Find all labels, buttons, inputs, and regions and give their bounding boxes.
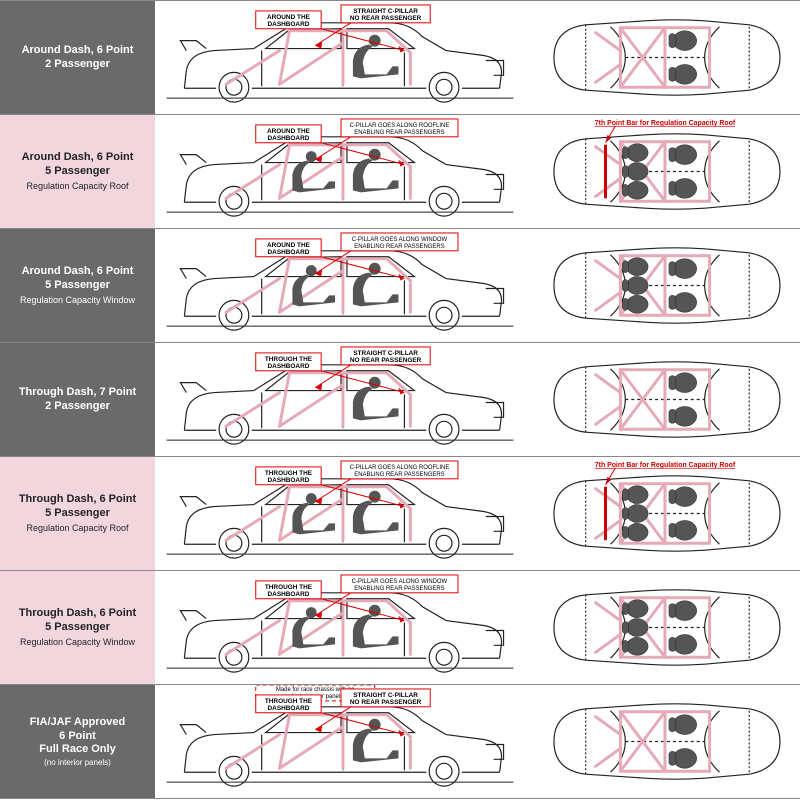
- option-label: Around Dash, 6 Point5 Passenger Regulatio…: [0, 115, 155, 228]
- option-subtitle: Regulation Capacity Window: [20, 295, 135, 306]
- svg-text:THROUGH THE: THROUGH THE: [265, 356, 313, 363]
- option-subtitle-paren: (no interior panels): [44, 758, 111, 767]
- option-diagram: THROUGH THE DASHBOARD C-PILLAR GOES ALON…: [155, 571, 800, 684]
- option-row: Through Dash, 7 Point2 Passenger: [0, 343, 800, 457]
- svg-text:7th Point Bar for Regulation C: 7th Point Bar for Regulation Capacity Ro…: [595, 462, 736, 469]
- side-view: AROUND THE DASHBOARD C-PILLAR GOES ALONG…: [155, 229, 525, 342]
- svg-text:NO REAR PASSENGER: NO REAR PASSENGER: [350, 699, 422, 706]
- top-view: [525, 343, 800, 456]
- side-view: THROUGH THE DASHBOARD STRAIGHT C-PILLAR …: [155, 343, 525, 456]
- side-view: AROUND THE DASHBOARD STRAIGHT C-PILLAR N…: [155, 1, 525, 114]
- svg-text:7th Point Bar for Regulation C: 7th Point Bar for Regulation Capacity Ro…: [595, 120, 736, 127]
- svg-text:ENABLING REAR PASSENGERS: ENABLING REAR PASSENGERS: [354, 130, 444, 136]
- option-row: Around Dash, 6 Point2 Passenger: [0, 1, 800, 115]
- svg-text:NO REAR PASSENGER: NO REAR PASSENGER: [350, 357, 422, 364]
- option-title: Around Dash, 6 Point2 Passenger: [22, 44, 134, 72]
- option-diagram: Made for race chassis with no vehicle in…: [155, 685, 800, 798]
- option-row: Through Dash, 6 Point5 Passenger Regulati…: [0, 571, 800, 685]
- top-view: [525, 685, 800, 798]
- svg-text:ENABLING REAR PASSENGERS: ENABLING REAR PASSENGERS: [354, 586, 444, 592]
- option-title: Through Dash, 6 Point5 Passenger: [19, 607, 136, 635]
- option-diagram: AROUND THE DASHBOARD STRAIGHT C-PILLAR N…: [155, 1, 800, 114]
- svg-text:STRAIGHT C-PILLAR: STRAIGHT C-PILLAR: [353, 692, 418, 699]
- svg-text:C-PILLAR GOES ALONG WINDOW: C-PILLAR GOES ALONG WINDOW: [352, 237, 448, 243]
- svg-text:THROUGH THE: THROUGH THE: [265, 698, 313, 705]
- svg-text:DASHBOARD: DASHBOARD: [268, 135, 310, 142]
- option-diagram: THROUGH THE DASHBOARD STRAIGHT C-PILLAR …: [155, 343, 800, 456]
- option-row: Around Dash, 6 Point5 Passenger Regulatio…: [0, 115, 800, 229]
- option-title: Around Dash, 6 Point5 Passenger: [22, 151, 134, 179]
- svg-text:DASHBOARD: DASHBOARD: [268, 21, 310, 28]
- svg-text:THROUGH THE: THROUGH THE: [265, 584, 313, 591]
- option-title: Through Dash, 7 Point2 Passenger: [19, 386, 136, 414]
- option-label: Around Dash, 6 Point2 Passenger: [0, 1, 155, 114]
- svg-text:STRAIGHT C-PILLAR: STRAIGHT C-PILLAR: [353, 8, 418, 15]
- svg-text:AROUND THE: AROUND THE: [267, 242, 311, 249]
- option-diagram: AROUND THE DASHBOARD C-PILLAR GOES ALONG…: [155, 115, 800, 228]
- svg-text:ENABLING REAR PASSENGERS: ENABLING REAR PASSENGERS: [354, 244, 444, 250]
- option-subtitle: Regulation Capacity Window: [20, 637, 135, 648]
- option-diagram: AROUND THE DASHBOARD C-PILLAR GOES ALONG…: [155, 229, 800, 342]
- option-row: FIA/JAF Approved6 PointFull Race Only(no…: [0, 685, 800, 799]
- rollcage-options-table: Around Dash, 6 Point2 Passenger: [0, 0, 800, 799]
- option-label: Around Dash, 6 Point5 Passenger Regulatio…: [0, 229, 155, 342]
- option-label: Through Dash, 7 Point2 Passenger: [0, 343, 155, 456]
- top-view: 7th Point Bar for Regulation Capacity Ro…: [525, 115, 800, 228]
- svg-text:DASHBOARD: DASHBOARD: [268, 363, 310, 370]
- svg-text:DASHBOARD: DASHBOARD: [268, 705, 310, 712]
- option-row: Through Dash, 6 Point5 Passenger Regulati…: [0, 457, 800, 571]
- svg-text:DASHBOARD: DASHBOARD: [268, 249, 310, 256]
- option-label: Through Dash, 6 Point5 Passenger Regulati…: [0, 571, 155, 684]
- top-view: 7th Point Bar for Regulation Capacity Ro…: [525, 457, 800, 570]
- option-subtitle: Regulation Capacity Roof: [26, 181, 128, 192]
- option-subtitle: Regulation Capacity Roof: [26, 523, 128, 534]
- top-view: [525, 229, 800, 342]
- option-title: Through Dash, 6 Point5 Passenger: [19, 493, 136, 521]
- svg-text:C-PILLAR GOES ALONG ROOFLINE: C-PILLAR GOES ALONG ROOFLINE: [350, 465, 450, 471]
- option-label: FIA/JAF Approved6 PointFull Race Only(no…: [0, 685, 155, 798]
- svg-text:THROUGH THE: THROUGH THE: [265, 470, 313, 477]
- side-view: Made for race chassis with no vehicle in…: [155, 685, 525, 798]
- option-title: Around Dash, 6 Point5 Passenger: [22, 265, 134, 293]
- side-view: THROUGH THE DASHBOARD C-PILLAR GOES ALON…: [155, 571, 525, 684]
- svg-text:C-PILLAR GOES ALONG ROOFLINE: C-PILLAR GOES ALONG ROOFLINE: [350, 123, 450, 129]
- svg-text:NO REAR PASSENGER: NO REAR PASSENGER: [350, 15, 422, 22]
- svg-text:C-PILLAR GOES ALONG WINDOW: C-PILLAR GOES ALONG WINDOW: [352, 579, 448, 585]
- option-diagram: THROUGH THE DASHBOARD C-PILLAR GOES ALON…: [155, 457, 800, 570]
- side-view: THROUGH THE DASHBOARD C-PILLAR GOES ALON…: [155, 457, 525, 570]
- svg-text:DASHBOARD: DASHBOARD: [268, 591, 310, 598]
- svg-text:ENABLING REAR PASSENGERS: ENABLING REAR PASSENGERS: [354, 472, 444, 478]
- svg-text:DASHBOARD: DASHBOARD: [268, 477, 310, 484]
- top-view: [525, 1, 800, 114]
- svg-text:STRAIGHT C-PILLAR: STRAIGHT C-PILLAR: [353, 350, 418, 357]
- top-view: [525, 571, 800, 684]
- svg-text:AROUND THE: AROUND THE: [267, 14, 311, 21]
- option-row: Around Dash, 6 Point5 Passenger Regulatio…: [0, 229, 800, 343]
- option-label: Through Dash, 6 Point5 Passenger Regulati…: [0, 457, 155, 570]
- side-view: AROUND THE DASHBOARD C-PILLAR GOES ALONG…: [155, 115, 525, 228]
- option-title: FIA/JAF Approved6 PointFull Race Only: [30, 716, 126, 757]
- svg-text:AROUND THE: AROUND THE: [267, 128, 311, 135]
